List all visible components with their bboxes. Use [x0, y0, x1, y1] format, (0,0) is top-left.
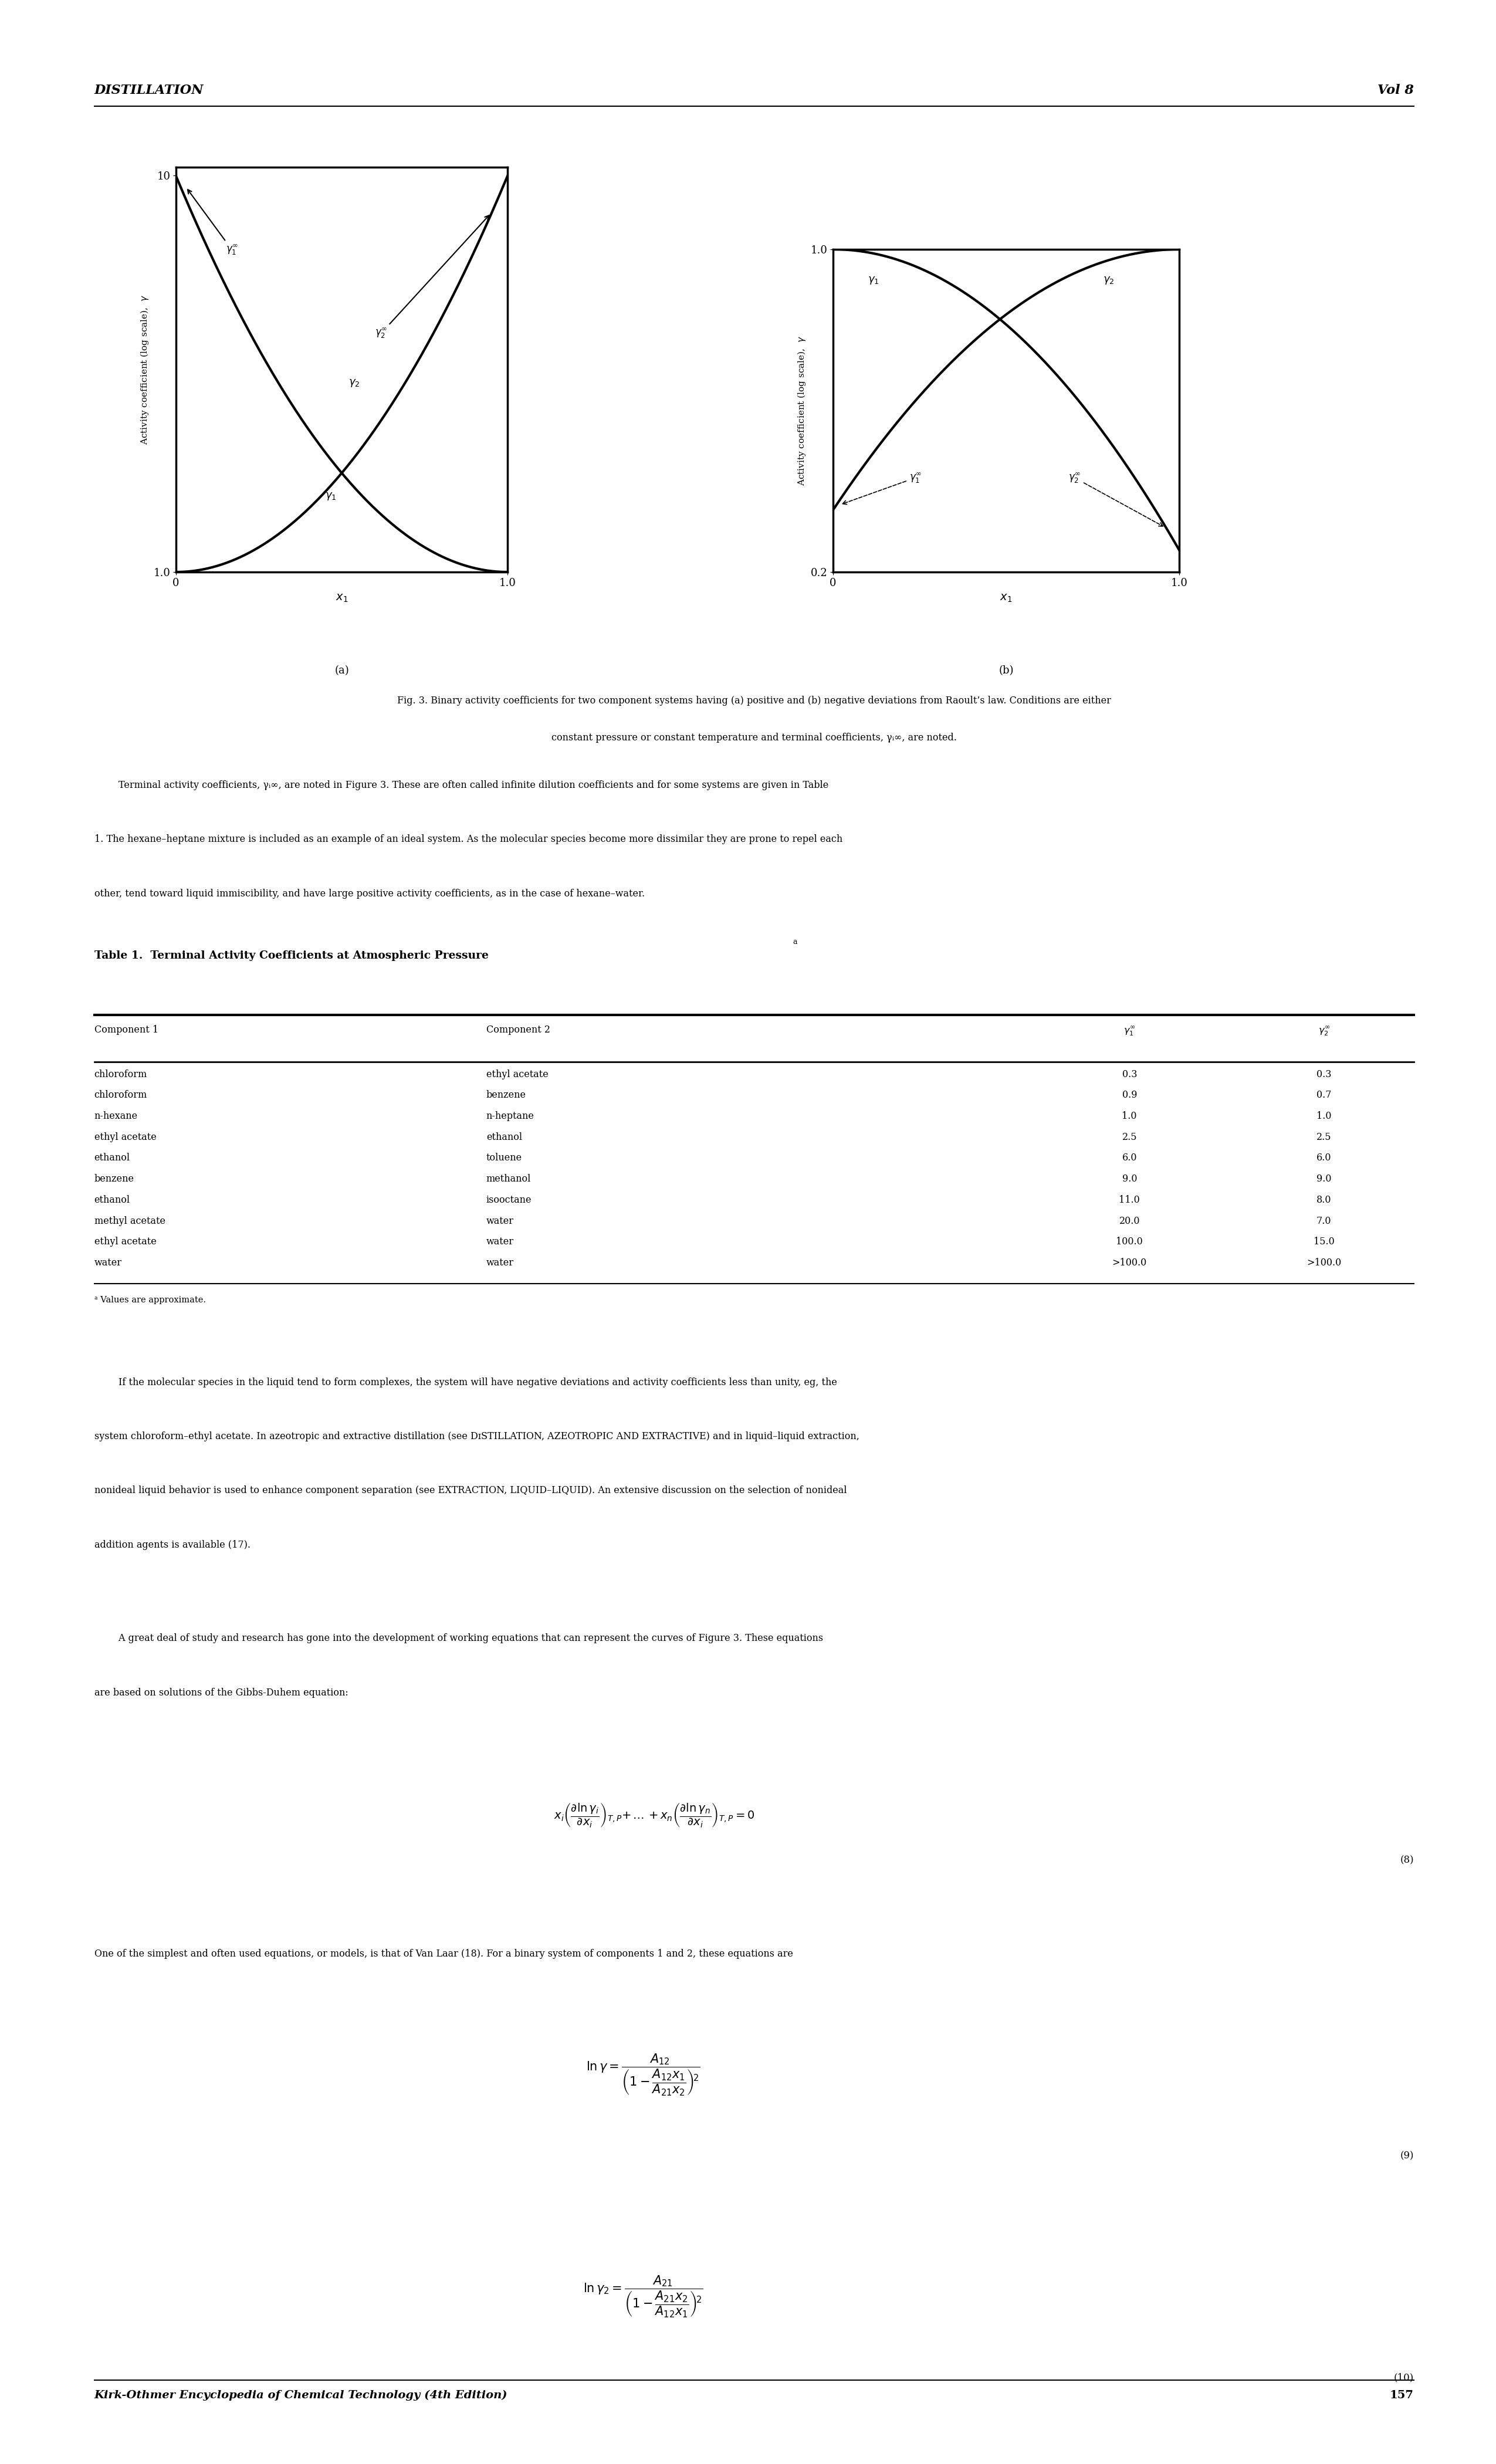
Text: Kirk-Othmer Encyclopedia of Chemical Technology (4th Edition): Kirk-Othmer Encyclopedia of Chemical Tec…: [94, 2390, 507, 2400]
Text: isooctane: isooctane: [486, 1195, 531, 1205]
Text: n-hexane: n-hexane: [94, 1111, 138, 1121]
Text: water: water: [486, 1215, 513, 1227]
Text: Fig. 3. Binary activity coefficients for two component systems having (a) positi: Fig. 3. Binary activity coefficients for…: [396, 695, 1112, 705]
Text: >100.0: >100.0: [1112, 1257, 1147, 1266]
Text: 9.0: 9.0: [1316, 1173, 1331, 1183]
Text: (a): (a): [335, 665, 349, 675]
X-axis label: $x_1$: $x_1$: [999, 594, 1013, 604]
Text: 6.0: 6.0: [1316, 1153, 1331, 1163]
Y-axis label: Activity coefficient (log scale),  $\gamma$: Activity coefficient (log scale), $\gamm…: [139, 296, 150, 444]
Text: methanol: methanol: [486, 1173, 531, 1183]
Y-axis label: Activity coefficient (log scale),  $\gamma$: Activity coefficient (log scale), $\gamm…: [796, 335, 808, 485]
Text: n-heptane: n-heptane: [486, 1111, 534, 1121]
Text: Table 1.  Terminal Activity Coefficients at Atmospheric Pressure: Table 1. Terminal Activity Coefficients …: [94, 951, 488, 961]
Text: (8): (8): [1400, 1855, 1414, 1865]
Text: water: water: [486, 1237, 513, 1247]
Text: 1.0: 1.0: [1122, 1111, 1137, 1121]
Text: $\gamma_1^\infty$: $\gamma_1^\infty$: [1123, 1025, 1135, 1037]
Text: 0.3: 0.3: [1122, 1069, 1137, 1079]
Text: $\gamma_1^\infty$: $\gamma_1^\infty$: [842, 471, 922, 505]
Text: ᵃ Values are approximate.: ᵃ Values are approximate.: [94, 1296, 206, 1303]
Text: water: water: [486, 1257, 513, 1266]
Text: $\ln \gamma = \dfrac{A_{12}}{\left(1 - \dfrac{A_{12}x_1}{A_{21}x_2}\right)^{\!2}: $\ln \gamma = \dfrac{A_{12}}{\left(1 - \…: [586, 2053, 700, 2097]
Text: chloroform: chloroform: [94, 1069, 147, 1079]
Text: DISTILLATION: DISTILLATION: [94, 84, 203, 96]
Text: ethyl acetate: ethyl acetate: [486, 1069, 548, 1079]
Text: One of the simplest and often used equations, or models, is that of Van Laar (18: One of the simplest and often used equat…: [94, 1949, 793, 1959]
Text: 1. The hexane–heptane mixture is included as an example of an ideal system. As t: 1. The hexane–heptane mixture is include…: [94, 835, 842, 845]
Text: A great deal of study and research has gone into the development of working equa: A great deal of study and research has g…: [94, 1634, 823, 1643]
Text: $x_i \left(\dfrac{\partial \ln \gamma_i}{\partial x_i}\right)_{T,P}$$+ \,\ldots\: $x_i \left(\dfrac{\partial \ln \gamma_i}…: [554, 1801, 754, 1828]
Text: 157: 157: [1390, 2390, 1414, 2400]
Text: >100.0: >100.0: [1306, 1257, 1342, 1266]
Text: 0.7: 0.7: [1316, 1089, 1331, 1099]
Text: nonideal liquid behavior is used to enhance component separation (see EXTRACTION: nonideal liquid behavior is used to enha…: [94, 1486, 847, 1496]
Text: 1.0: 1.0: [1316, 1111, 1331, 1121]
Text: benzene: benzene: [486, 1089, 527, 1099]
Text: (9): (9): [1400, 2151, 1414, 2161]
Text: system chloroform–ethyl acetate. In azeotropic and extractive distillation (see : system chloroform–ethyl acetate. In azeo…: [94, 1432, 859, 1441]
Text: constant pressure or constant temperature and terminal coefficients, γᵢ∞, are no: constant pressure or constant temperatur…: [552, 732, 956, 742]
Text: If the molecular species in the liquid tend to form complexes, the system will h: If the molecular species in the liquid t…: [94, 1377, 836, 1387]
Text: 9.0: 9.0: [1122, 1173, 1137, 1183]
Text: 0.3: 0.3: [1316, 1069, 1331, 1079]
Text: Component 2: Component 2: [486, 1025, 551, 1035]
Text: ethanol: ethanol: [486, 1131, 522, 1141]
Text: 2.5: 2.5: [1316, 1131, 1331, 1141]
Text: other, tend toward liquid immiscibility, and have large positive activity coeffi: other, tend toward liquid immiscibility,…: [94, 890, 645, 899]
Text: Component 1: Component 1: [94, 1025, 159, 1035]
Text: $\gamma_1^\infty$: $\gamma_1^\infty$: [187, 190, 238, 256]
Text: Terminal activity coefficients, γᵢ∞, are noted in Figure 3. These are often call: Terminal activity coefficients, γᵢ∞, are…: [94, 781, 829, 791]
Text: $\gamma_1$: $\gamma_1$: [868, 276, 880, 286]
Text: (b): (b): [999, 665, 1014, 675]
Text: benzene: benzene: [94, 1173, 135, 1183]
Text: 6.0: 6.0: [1122, 1153, 1137, 1163]
Text: water: water: [94, 1257, 121, 1266]
Text: chloroform: chloroform: [94, 1089, 147, 1099]
Text: ethanol: ethanol: [94, 1195, 130, 1205]
Text: $\gamma_2$: $\gamma_2$: [1103, 276, 1115, 286]
Text: 8.0: 8.0: [1316, 1195, 1331, 1205]
Text: 11.0: 11.0: [1119, 1195, 1140, 1205]
Text: addition agents is available (17).: addition agents is available (17).: [94, 1540, 250, 1550]
Text: 2.5: 2.5: [1122, 1131, 1137, 1141]
Text: 15.0: 15.0: [1313, 1237, 1334, 1247]
Text: $\gamma_2^\infty$: $\gamma_2^\infty$: [375, 214, 489, 340]
Text: are based on solutions of the Gibbs-Duhem equation:: are based on solutions of the Gibbs-Duhe…: [94, 1688, 349, 1698]
Text: Vol 8: Vol 8: [1378, 84, 1414, 96]
Text: 20.0: 20.0: [1119, 1215, 1140, 1227]
Text: $\gamma_2^\infty$: $\gamma_2^\infty$: [1318, 1025, 1330, 1037]
Text: ethyl acetate: ethyl acetate: [94, 1131, 156, 1141]
X-axis label: $x_1$: $x_1$: [335, 594, 349, 604]
Text: $\gamma_1$: $\gamma_1$: [325, 490, 337, 503]
Text: $\ln \gamma_2 = \dfrac{A_{21}}{\left(1 - \dfrac{A_{21}x_2}{A_{12}x_1}\right)^{\!: $\ln \gamma_2 = \dfrac{A_{21}}{\left(1 -…: [583, 2274, 703, 2319]
Text: $\gamma_2^\infty$: $\gamma_2^\infty$: [1068, 471, 1162, 527]
Text: 7.0: 7.0: [1316, 1215, 1331, 1227]
Text: ethanol: ethanol: [94, 1153, 130, 1163]
Text: (10): (10): [1394, 2373, 1414, 2383]
Text: ethyl acetate: ethyl acetate: [94, 1237, 156, 1247]
Text: toluene: toluene: [486, 1153, 522, 1163]
Text: 0.9: 0.9: [1122, 1089, 1137, 1099]
Text: 100.0: 100.0: [1116, 1237, 1143, 1247]
Text: $\gamma_2$: $\gamma_2$: [349, 377, 359, 389]
Text: a: a: [793, 939, 797, 946]
Text: methyl acetate: methyl acetate: [94, 1215, 165, 1227]
